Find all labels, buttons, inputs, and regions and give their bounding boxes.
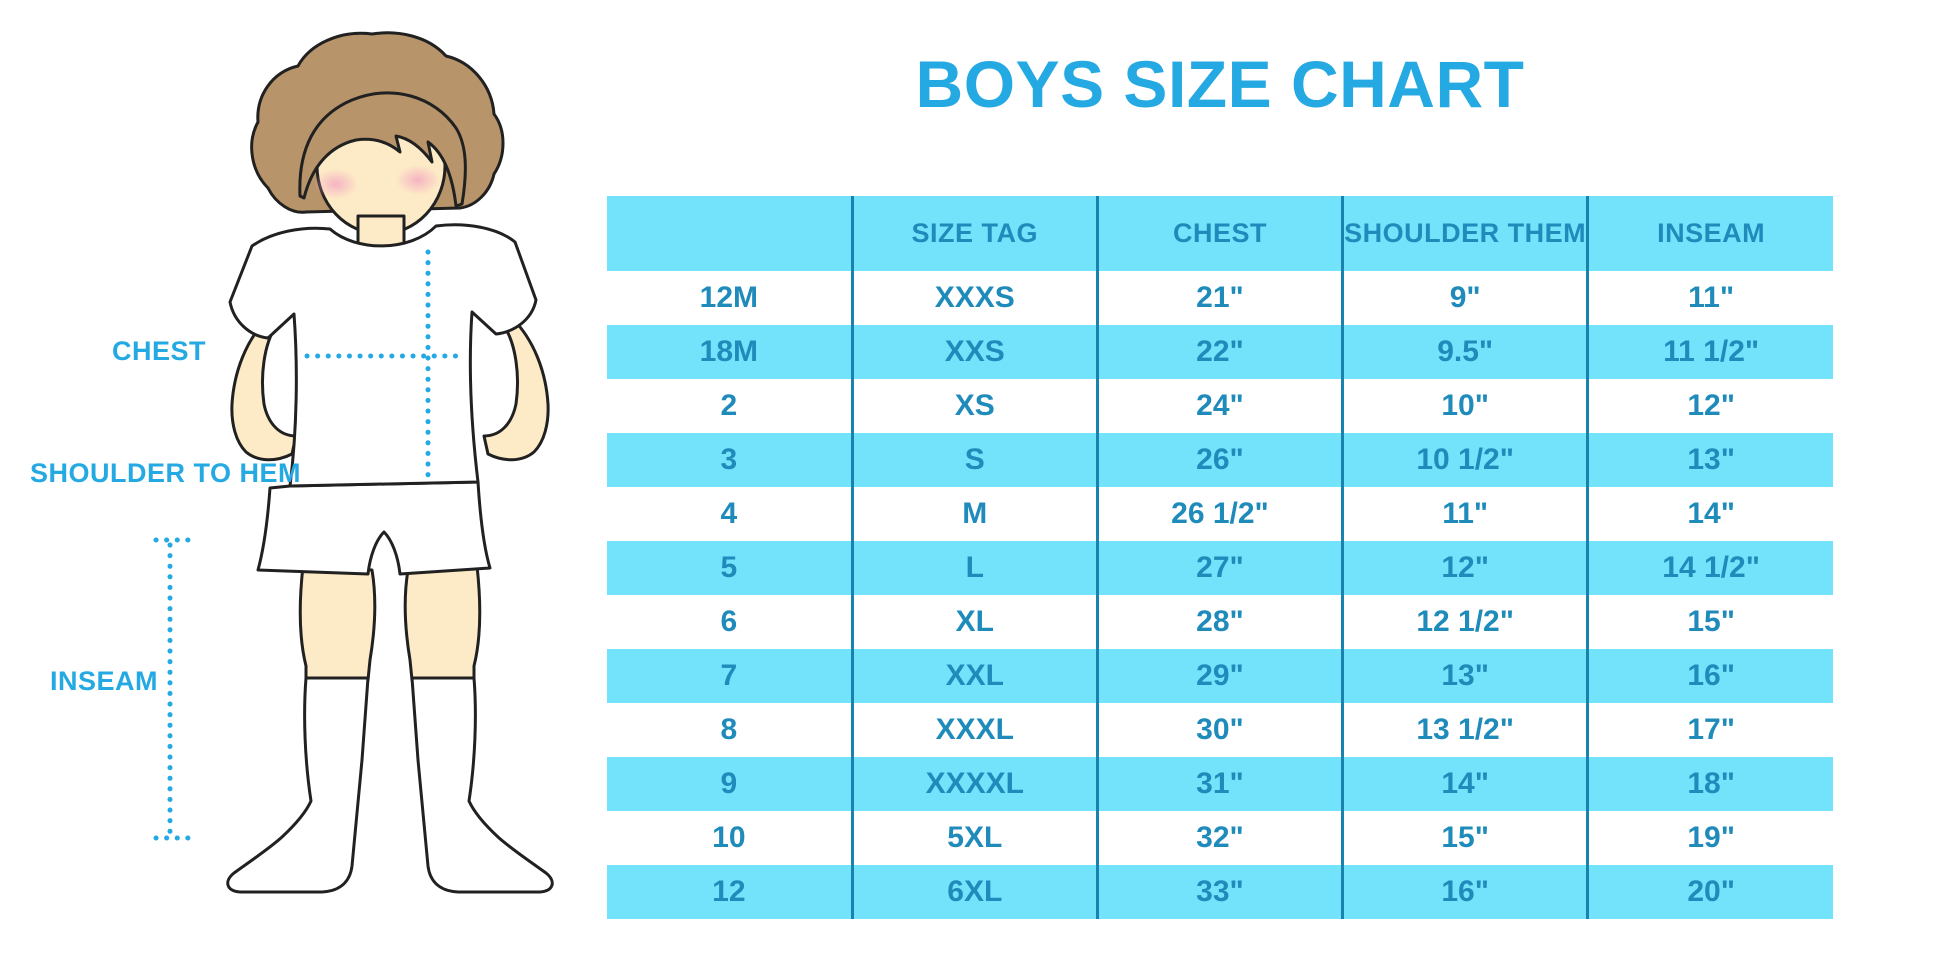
table-cell: XXXXL xyxy=(850,757,1098,811)
table-cell: 4 xyxy=(720,497,738,530)
table-cell: 2 xyxy=(720,389,738,422)
table-cell: 10" xyxy=(1341,379,1588,433)
table-row: 7 XXL 29" 13" 16" xyxy=(607,649,1833,703)
table-cell: M xyxy=(850,487,1098,541)
table-cell: 15" xyxy=(1586,595,1833,649)
table-cell: 19" xyxy=(1586,811,1833,865)
table-cell: S xyxy=(850,433,1098,487)
table-cell: 24" xyxy=(1095,379,1343,433)
table-cell: 17" xyxy=(1586,703,1833,757)
table-cell: 14" xyxy=(1586,487,1833,541)
table-row: 12 6XL 33" 16" 20" xyxy=(607,865,1833,919)
left-arm xyxy=(230,316,298,462)
right-arm xyxy=(482,316,550,462)
table-cell: XXL xyxy=(850,649,1098,703)
table-cell: 26" xyxy=(1095,433,1343,487)
table-cell: 14 1/2" xyxy=(1586,541,1833,595)
column-header xyxy=(607,196,853,271)
table-cell: 29" xyxy=(1095,649,1343,703)
table-cell: 6 xyxy=(720,605,738,638)
table-cell: 11" xyxy=(1341,487,1588,541)
table-cell: 7 xyxy=(607,649,853,703)
table-cell: XXS xyxy=(850,325,1098,379)
table-cell: 10 1/2" xyxy=(1341,433,1588,487)
page-title: BOYS SIZE CHART xyxy=(915,47,1525,121)
table-cell: 33" xyxy=(1095,865,1343,919)
measurement-diagram: CHEST SHOULDER TO HEM INSEAM xyxy=(0,0,580,973)
hair-bangs xyxy=(298,91,467,208)
column-header: INSEAM xyxy=(1586,196,1833,271)
table-header-row: SIZE TAG CHEST SHOULDER THEM INSEAM xyxy=(607,196,1833,271)
table-row: 2 XS 24" 10" 12" xyxy=(607,379,1833,433)
shoulder-to-hem-label: SHOULDER TO HEM xyxy=(30,458,302,488)
table-cell: 11" xyxy=(1586,271,1833,325)
table-cell: 22" xyxy=(1095,325,1343,379)
table-cell: 13 1/2" xyxy=(1341,703,1588,757)
table-cell: 18M xyxy=(607,325,853,379)
table-cell: 31" xyxy=(1095,757,1343,811)
table-row: 12M XXXS 21" 9" 11" xyxy=(607,271,1833,325)
table-cell: 27" xyxy=(1095,541,1343,595)
table-cell: 13" xyxy=(1341,649,1588,703)
table-cell: 12M xyxy=(699,281,759,314)
table-cell: 14" xyxy=(1341,757,1588,811)
table-cell: 32" xyxy=(1095,811,1343,865)
table-cell: 5XL xyxy=(850,811,1098,865)
left-leg xyxy=(298,564,377,682)
inseam-label: INSEAM xyxy=(50,666,159,696)
table-cell: XXXL xyxy=(850,703,1098,757)
table-row: 3 S 26" 10 1/2" 13" xyxy=(607,433,1833,487)
table-row: 9 XXXXL 31" 14" 18" xyxy=(607,757,1833,811)
table-cell: 6XL xyxy=(850,865,1098,919)
table-row: 5 L 27" 12" 14 1/2" xyxy=(607,541,1833,595)
boy-figure-illustration xyxy=(153,31,554,894)
table-cell: 11 1/2" xyxy=(1586,325,1833,379)
blush-right xyxy=(396,165,440,195)
table-cell: L xyxy=(850,541,1098,595)
right-sock xyxy=(410,676,554,894)
table-row: 10 5XL 32" 15" 19" xyxy=(607,811,1833,865)
right-leg xyxy=(403,564,482,682)
table-cell: 9 xyxy=(607,757,853,811)
column-header: SIZE TAG xyxy=(850,196,1098,271)
table-cell: 16" xyxy=(1341,865,1588,919)
table-cell: 10 xyxy=(712,821,746,854)
blush-left xyxy=(314,169,358,199)
table-row: 18M XXS 22" 9.5" 11 1/2" xyxy=(607,325,1833,379)
table-cell: XS xyxy=(850,379,1098,433)
table-cell: 9.5" xyxy=(1341,325,1588,379)
table-row: 8 XXXL 30" 13 1/2" 17" xyxy=(607,703,1833,757)
table-cell: 12" xyxy=(1586,379,1833,433)
table-cell: 16" xyxy=(1586,649,1833,703)
chest-label: CHEST xyxy=(112,336,207,366)
table-cell: 12 xyxy=(607,865,853,919)
table-cell: 3 xyxy=(607,433,853,487)
table-cell: XXXS xyxy=(850,271,1098,325)
shorts xyxy=(256,480,492,576)
table-cell: 13" xyxy=(1586,433,1833,487)
size-chart-table: SIZE TAG CHEST SHOULDER THEM INSEAM 12M XXXS… xyxy=(607,196,1833,919)
table-row: 6 XL 28" 12 1/2" 15" xyxy=(607,595,1833,649)
left-sock xyxy=(226,676,370,894)
table-cell: 20" xyxy=(1586,865,1833,919)
table-cell: 30" xyxy=(1095,703,1343,757)
table-cell: 12" xyxy=(1341,541,1588,595)
column-header: CHEST xyxy=(1095,196,1343,271)
table-cell: 18" xyxy=(1586,757,1833,811)
table-cell: 26 1/2" xyxy=(1095,487,1343,541)
column-header: SHOULDER THEM xyxy=(1341,196,1588,271)
table-cell: 21" xyxy=(1095,271,1343,325)
table-row: 4 M 26 1/2" 11" 14" xyxy=(607,487,1833,541)
table-cell: 15" xyxy=(1341,811,1588,865)
table-cell: 9" xyxy=(1341,271,1588,325)
table-cell: 5 xyxy=(607,541,853,595)
table-cell: 28" xyxy=(1095,595,1343,649)
table-cell: XL xyxy=(850,595,1098,649)
table-cell: 8 xyxy=(720,713,738,746)
table-cell: 12 1/2" xyxy=(1341,595,1588,649)
